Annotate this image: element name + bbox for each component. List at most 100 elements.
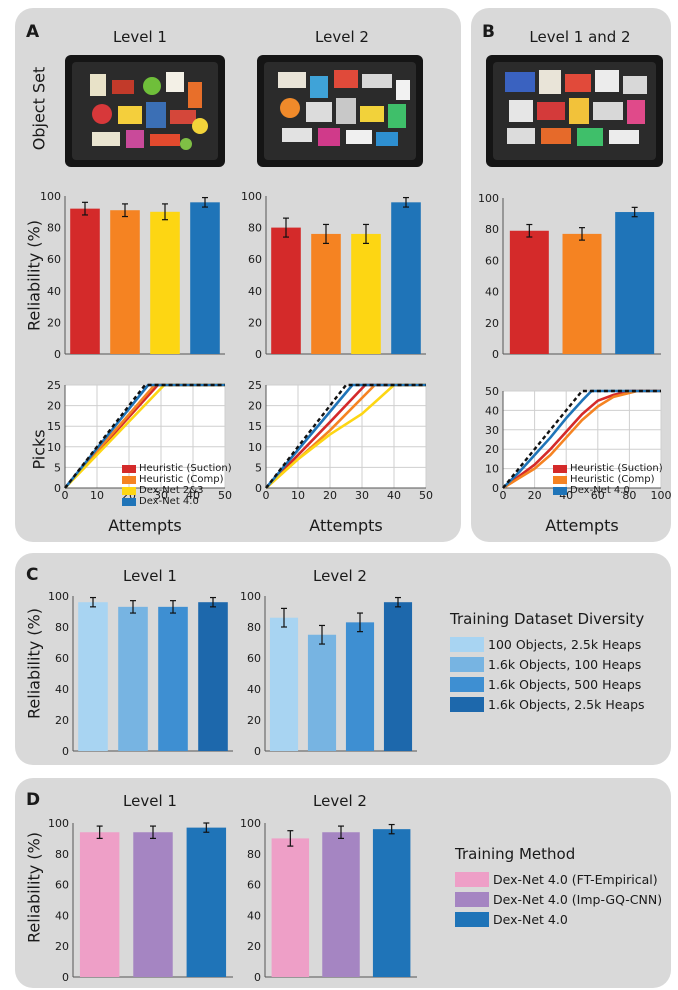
x-tick-label: 10 — [291, 489, 305, 502]
y-tick-label: 0 — [255, 482, 262, 495]
legend-swatch — [122, 486, 136, 495]
a2-picks-chart: 0 10 20 30 40 50 0 5 10 15 20 25 — [248, 379, 433, 502]
y-tick-label: 40 — [55, 909, 69, 922]
b-level-title: Level 1 and 2 — [529, 28, 631, 46]
bar — [271, 227, 301, 354]
y-tick-label: 20 — [248, 400, 262, 413]
c-level2-title: Level 2 — [313, 567, 367, 585]
x-tick-label: 40 — [186, 489, 200, 502]
y-tick-label: 25 — [248, 379, 262, 392]
combined-object-photo — [486, 55, 663, 167]
panel-d-label: D — [26, 790, 41, 810]
plot-area — [266, 385, 426, 488]
y-tick-label: 20 — [247, 940, 261, 953]
legend-label: Dex-Net 2&3 — [139, 485, 204, 496]
y-tick-label: 100 — [40, 190, 61, 203]
y-tick-label: 40 — [247, 683, 261, 696]
y-tick-label: 0 — [254, 971, 261, 984]
y-tick-label: 50 — [485, 385, 499, 398]
c2-reliability-chart: 0 20 40 60 80 100 — [240, 590, 417, 758]
legend-item: Dex-Net 4.0 (Imp-GQ-CNN) — [455, 889, 662, 909]
legend-swatch — [122, 464, 136, 473]
y-tick-label: 100 — [241, 190, 262, 203]
legend-swatch — [122, 497, 136, 506]
y-tick-label: 5 — [54, 461, 61, 474]
legend-swatch — [450, 656, 484, 672]
y-tick-label: 80 — [247, 621, 261, 634]
legend-label: Dex-Net 4.0 (Imp-GQ-CNN) — [493, 891, 663, 907]
bar — [70, 208, 100, 354]
y-tick-label: 20 — [485, 317, 499, 330]
y-tick-label: 25 — [47, 379, 61, 392]
y-tick-label: 60 — [47, 253, 61, 266]
y-tick-label: 0 — [62, 745, 69, 758]
bar — [198, 602, 228, 751]
y-tick-label: 10 — [47, 441, 61, 454]
y-tick-label: 0 — [492, 482, 499, 495]
y-tick-label: 0 — [54, 348, 61, 361]
picks-label: Picks — [29, 429, 49, 470]
y-tick-label: 100 — [240, 817, 261, 830]
legend-item: 1.6k Objects, 100 Heaps — [450, 654, 645, 674]
a2-reliability-chart: 0 20 40 60 80 100 — [241, 190, 426, 361]
y-tick-label: 15 — [248, 420, 262, 433]
x-tick-label: 40 — [387, 489, 401, 502]
legend-item: Dex-Net 2&3 — [122, 485, 232, 496]
b-reliability-chart: 0 20 40 60 80 100 — [478, 192, 661, 361]
legend-label: 1.6k Objects, 100 Heaps — [488, 656, 642, 672]
legend-item: Heuristic (Comp) — [122, 474, 232, 485]
bar — [269, 617, 299, 751]
y-tick-label: 20 — [47, 316, 61, 329]
panel-c-label: C — [26, 565, 39, 585]
reference-line — [265, 383, 426, 489]
bar — [150, 211, 180, 354]
x-tick-label: 0 — [500, 489, 507, 502]
legend-item: Dex-Net 4.0 — [122, 496, 232, 507]
y-tick-label: 80 — [247, 848, 261, 861]
y-tick-label: 60 — [247, 652, 261, 665]
legend-swatch — [455, 891, 489, 907]
a2-attempts-label: Attempts — [309, 516, 383, 535]
legend-label: 1.6k Objects, 500 Heaps — [488, 676, 642, 692]
combined-objects-illustration — [505, 70, 647, 146]
y-tick-label: 100 — [48, 817, 69, 830]
legend-swatch — [455, 911, 489, 927]
y-tick-label: 60 — [247, 879, 261, 892]
y-tick-label: 80 — [55, 621, 69, 634]
bar — [345, 622, 375, 751]
y-tick-label: 20 — [55, 714, 69, 727]
bar — [190, 202, 220, 354]
bar — [79, 832, 120, 977]
y-tick-label: 20 — [485, 443, 499, 456]
level2-object-photo — [257, 55, 423, 167]
c-level1-title: Level 1 — [123, 567, 177, 585]
reference-line — [502, 389, 661, 489]
y-tick-label: 60 — [55, 652, 69, 665]
a-level1-title: Level 1 — [113, 28, 167, 46]
bar — [186, 827, 227, 977]
y-tick-label: 40 — [55, 683, 69, 696]
level1-objects-illustration — [90, 72, 208, 150]
bar — [133, 832, 173, 977]
legend-item: 100 Objects, 2.5k Heaps — [450, 634, 645, 654]
x-tick-label: 100 — [651, 489, 672, 502]
d-legend: Training Method Dex-Net 4.0 (FT-Empirica… — [455, 845, 662, 929]
x-tick-label: 30 — [355, 489, 369, 502]
series-line — [502, 389, 661, 490]
legend-label: Dex-Net 4.0 — [570, 485, 630, 496]
level2-objects-illustration — [278, 70, 410, 146]
c-legend-title: Training Dataset Diversity — [450, 610, 645, 628]
x-tick-label: 20 — [528, 489, 542, 502]
bar — [509, 230, 549, 354]
legend-item: Dex-Net 4.0 — [553, 485, 663, 496]
y-tick-label: 60 — [55, 879, 69, 892]
c-reliability-label: Reliability (%) — [24, 608, 44, 719]
bar — [110, 210, 140, 354]
bar — [322, 832, 360, 977]
legend-label: Dex-Net 4.0 — [139, 496, 199, 507]
y-tick-label: 100 — [240, 590, 261, 603]
x-tick-label: 20 — [323, 489, 337, 502]
legend-label: Heuristic (Comp) — [570, 474, 655, 485]
legend-swatch — [553, 475, 567, 484]
